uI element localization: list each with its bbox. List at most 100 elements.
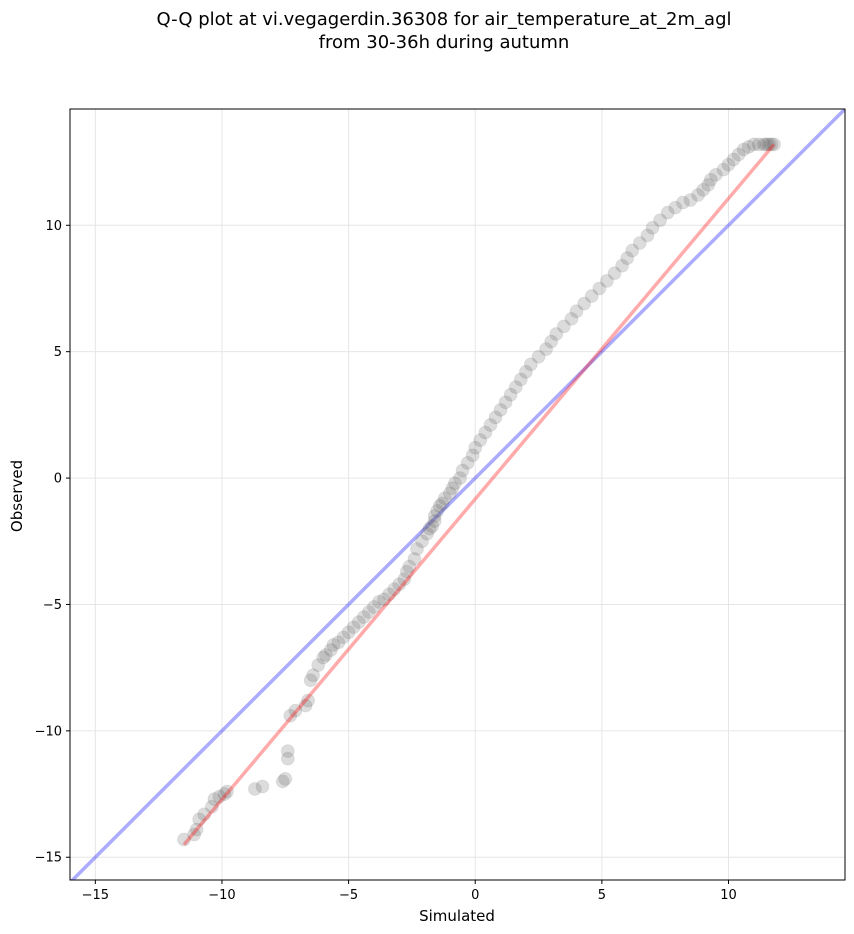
data-point bbox=[283, 708, 298, 723]
y-tick-label: 0 bbox=[54, 472, 62, 487]
data-point bbox=[422, 521, 437, 536]
data-point bbox=[483, 417, 498, 432]
x-tick-label: −5 bbox=[339, 888, 358, 903]
data-point bbox=[382, 587, 397, 602]
data-point bbox=[311, 658, 326, 673]
data-point bbox=[468, 440, 483, 455]
data-point bbox=[767, 137, 782, 152]
data-point bbox=[701, 177, 716, 192]
y-axis-label: Observed bbox=[8, 460, 26, 532]
data-point bbox=[397, 572, 412, 587]
data-point bbox=[465, 448, 480, 463]
data-point bbox=[306, 668, 321, 683]
data-point bbox=[503, 387, 518, 402]
y-tick-label: −15 bbox=[35, 851, 62, 866]
data-point bbox=[445, 481, 460, 496]
data-point bbox=[427, 514, 442, 529]
x-tick-label: 10 bbox=[720, 888, 737, 903]
data-point bbox=[187, 827, 202, 842]
data-point bbox=[615, 258, 630, 273]
data-points bbox=[176, 137, 782, 847]
data-point bbox=[247, 781, 262, 796]
data-point bbox=[356, 610, 371, 625]
data-point bbox=[318, 648, 333, 663]
data-point bbox=[488, 410, 503, 425]
data-point bbox=[402, 559, 417, 574]
data-point bbox=[691, 187, 706, 202]
data-point bbox=[371, 594, 386, 609]
data-point bbox=[660, 205, 675, 220]
data-point bbox=[708, 167, 723, 182]
data-point bbox=[387, 582, 402, 597]
data-point bbox=[756, 137, 771, 152]
data-point bbox=[280, 751, 295, 766]
data-point bbox=[447, 476, 462, 491]
data-point bbox=[301, 693, 316, 708]
data-point bbox=[653, 213, 668, 228]
data-point bbox=[437, 491, 452, 506]
data-point bbox=[298, 698, 313, 713]
grid-lines bbox=[70, 109, 845, 880]
one-to-one-reference-line bbox=[70, 109, 845, 880]
y-axis-ticks: −15 −10 −5 0 5 10 bbox=[35, 219, 70, 866]
data-point bbox=[442, 486, 457, 501]
data-point bbox=[751, 137, 766, 152]
data-point bbox=[640, 228, 655, 243]
data-point bbox=[331, 635, 346, 650]
data-point bbox=[316, 650, 331, 665]
data-point bbox=[564, 311, 579, 326]
data-point bbox=[427, 508, 442, 523]
data-point bbox=[736, 142, 751, 157]
data-point bbox=[539, 342, 554, 357]
data-point bbox=[392, 577, 407, 592]
data-point bbox=[762, 137, 777, 152]
data-point bbox=[569, 304, 584, 319]
y-tick-label: 5 bbox=[54, 345, 62, 360]
data-point bbox=[415, 534, 430, 549]
data-point bbox=[592, 281, 607, 296]
data-point bbox=[645, 220, 660, 235]
data-point bbox=[407, 551, 422, 566]
chart-title-line-1: Q-Q plot at vi.vegagerdin.36308 for air_… bbox=[157, 9, 732, 30]
data-point bbox=[280, 744, 295, 759]
data-point bbox=[508, 380, 523, 395]
data-point bbox=[176, 832, 191, 847]
data-point bbox=[361, 605, 376, 620]
data-point bbox=[351, 615, 366, 630]
data-point bbox=[478, 425, 493, 440]
data-point bbox=[731, 147, 746, 162]
data-point bbox=[409, 541, 424, 556]
y-tick-label: 10 bbox=[45, 219, 62, 234]
data-point bbox=[189, 822, 204, 837]
data-point bbox=[473, 433, 488, 448]
data-point bbox=[288, 703, 303, 718]
data-point bbox=[460, 455, 475, 470]
data-point bbox=[549, 326, 564, 341]
data-point bbox=[207, 792, 222, 807]
x-axis-ticks: −15 −10 −5 0 5 10 bbox=[82, 880, 737, 903]
data-point bbox=[668, 200, 683, 215]
data-point bbox=[513, 372, 528, 387]
fit-lines bbox=[182, 143, 776, 846]
data-point bbox=[493, 402, 508, 417]
data-point bbox=[544, 334, 559, 349]
data-point bbox=[303, 673, 318, 688]
data-point bbox=[523, 357, 538, 372]
data-point bbox=[430, 503, 445, 518]
x-tick-label: 0 bbox=[471, 888, 479, 903]
plot-frame bbox=[69, 108, 846, 881]
data-point bbox=[599, 273, 614, 288]
data-point bbox=[336, 630, 351, 645]
data-point bbox=[278, 771, 293, 786]
data-point bbox=[435, 496, 450, 511]
data-point bbox=[217, 787, 232, 802]
data-point bbox=[675, 195, 690, 210]
data-point bbox=[204, 799, 219, 814]
data-point bbox=[197, 807, 212, 822]
data-point bbox=[696, 182, 711, 197]
data-point bbox=[366, 599, 381, 614]
data-point bbox=[420, 526, 435, 541]
data-point bbox=[584, 289, 599, 304]
data-point bbox=[455, 463, 470, 478]
